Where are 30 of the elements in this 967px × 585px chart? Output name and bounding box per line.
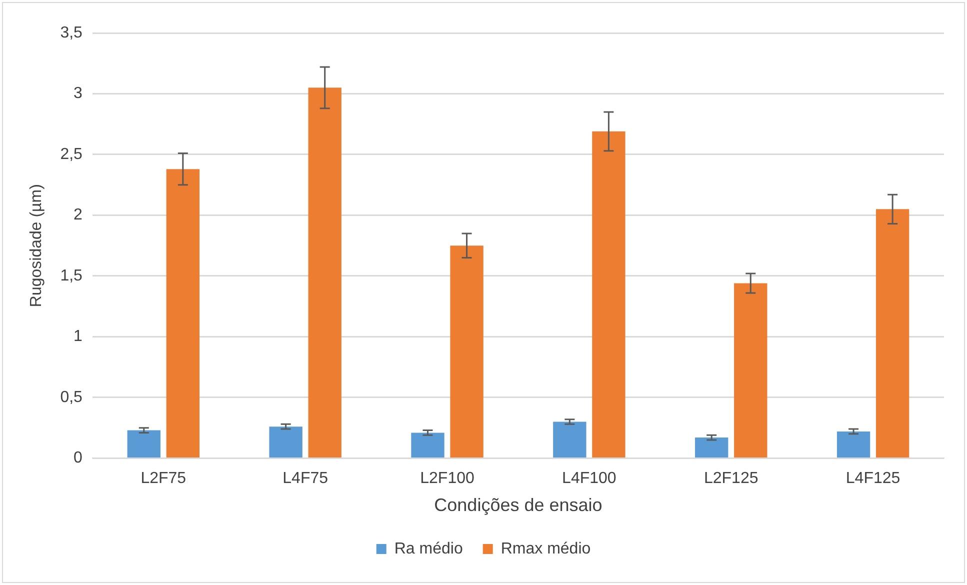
legend-label: Ra médio	[394, 540, 463, 558]
y-axis-title: Rugosidade (µm)	[28, 184, 46, 308]
bar	[166, 169, 200, 458]
bar	[269, 426, 302, 458]
bar	[553, 422, 586, 458]
bar	[734, 283, 768, 458]
x-tick-label: L2F75	[140, 470, 186, 488]
bar	[592, 131, 626, 458]
x-tick-label: L2F100	[420, 470, 474, 488]
bar	[127, 430, 160, 458]
x-axis-title: Condições de ensaio	[434, 495, 602, 516]
legend-label: Rmax médio	[500, 540, 591, 558]
x-tick-label: L4F100	[562, 470, 616, 488]
y-tick-label: 0,5	[60, 388, 83, 406]
y-tick-label: 3	[74, 85, 83, 102]
bar	[876, 209, 910, 458]
y-tick-label: 2	[74, 206, 83, 224]
x-tick-label: L4F125	[846, 470, 900, 488]
bar	[450, 246, 484, 458]
y-tick-label: 0	[74, 450, 83, 467]
x-tick-label: L4F75	[282, 470, 328, 488]
y-tick-label: 1	[74, 328, 83, 346]
y-tick-label: 3,5	[60, 24, 83, 42]
x-tick-label: L2F125	[704, 470, 758, 488]
bar	[308, 88, 342, 458]
bar	[695, 438, 728, 458]
bar	[836, 431, 870, 458]
bar	[411, 432, 444, 458]
y-tick-label: 1,5	[60, 267, 83, 284]
y-tick-label: 2,5	[60, 146, 83, 163]
